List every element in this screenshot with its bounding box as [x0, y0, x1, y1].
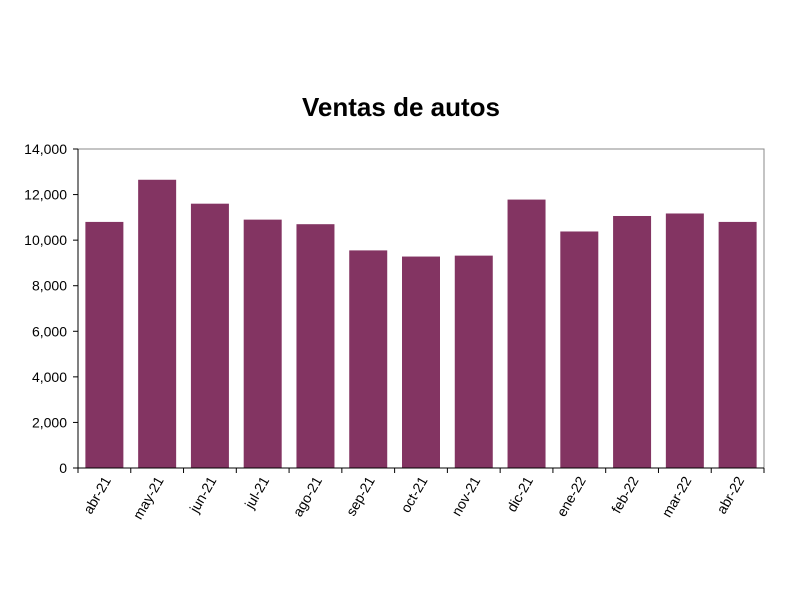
bar-jun-21: [190, 203, 229, 468]
y-tick-label: 0: [59, 460, 67, 476]
bar-mar-22: [665, 213, 704, 468]
x-tick-label: jun-21: [186, 473, 220, 516]
bar-feb-22: [613, 215, 652, 468]
y-tick-label: 12,000: [24, 187, 67, 203]
bar-ago-21: [296, 224, 335, 468]
y-tick-label: 14,000: [24, 141, 67, 157]
x-tick-label: oct-21: [397, 473, 430, 515]
x-tick-label: nov-21: [448, 473, 483, 518]
y-tick-label: 8,000: [32, 278, 67, 294]
x-tick-label: may-21: [130, 473, 167, 522]
bar-jul-21: [243, 219, 282, 468]
bar-oct-21: [402, 256, 440, 468]
x-tick-label: mar-22: [658, 473, 694, 520]
y-tick-label: 4,000: [32, 369, 67, 385]
bar-ene-22: [560, 231, 599, 468]
chart-title: Ventas de autos: [302, 92, 500, 122]
y-tick-label: 2,000: [32, 414, 67, 430]
x-tick-label: abr-21: [80, 473, 114, 516]
x-tick-label: dic-21: [503, 473, 536, 514]
x-tick-label: feb-22: [608, 473, 642, 516]
bar-abr-21: [85, 221, 124, 468]
x-tick-label: ago-21: [289, 473, 325, 519]
x-tick-label: ene-22: [553, 473, 589, 519]
bar-may-21: [138, 179, 177, 468]
y-tick-label: 10,000: [24, 232, 67, 248]
bar-dic-21: [507, 199, 546, 468]
x-tick-label: abr-22: [713, 473, 747, 516]
bar-nov-21: [454, 255, 493, 468]
bar-sep-21: [349, 250, 388, 468]
x-tick-label: jul-21: [241, 473, 273, 512]
x-tick-label: sep-21: [343, 473, 378, 518]
bar-abr-22: [718, 221, 757, 468]
y-tick-label: 6,000: [32, 323, 67, 339]
